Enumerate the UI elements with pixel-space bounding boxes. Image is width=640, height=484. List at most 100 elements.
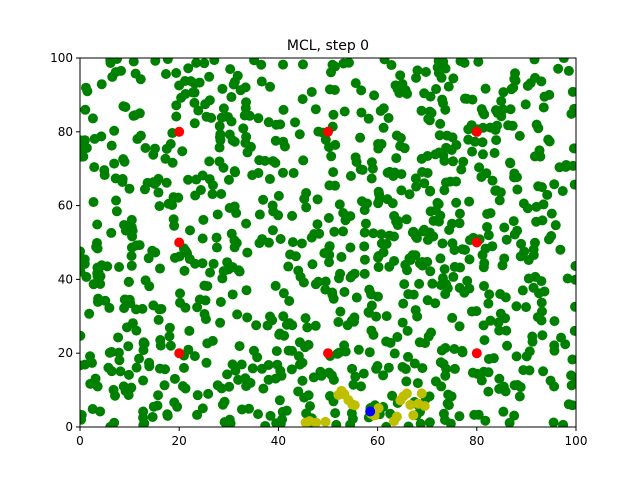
particle-point — [153, 173, 164, 184]
particle-point — [440, 370, 451, 381]
particle-point — [389, 231, 400, 242]
particle-point — [356, 196, 367, 207]
particle-point — [207, 189, 218, 200]
particle-point — [275, 119, 286, 130]
particle-point — [514, 391, 525, 402]
particle-point — [117, 174, 128, 185]
particle-point — [128, 58, 139, 67]
particle-point — [335, 268, 346, 279]
y-tick-label: 20 — [58, 346, 73, 360]
particle-point — [439, 264, 450, 275]
particle-point — [155, 335, 166, 346]
particle-point — [238, 123, 249, 134]
particle-point — [118, 381, 129, 392]
x-tick-label: 20 — [172, 434, 187, 448]
particle-point — [240, 82, 251, 93]
particle-point — [448, 271, 459, 282]
particle-point — [323, 212, 334, 223]
particle-point — [498, 87, 509, 98]
particle-point — [277, 167, 288, 178]
particle-point — [357, 164, 368, 175]
particle-point — [324, 257, 335, 268]
particle-point — [328, 167, 339, 178]
particle-point — [522, 203, 533, 214]
particle-point — [550, 220, 561, 231]
particle-point — [264, 174, 275, 185]
particle-point — [464, 283, 475, 294]
particle-point — [126, 260, 137, 271]
particle-point — [419, 178, 430, 189]
particle-point — [214, 121, 225, 132]
particle-point — [162, 58, 173, 65]
particle-point — [345, 171, 356, 181]
particle-point — [558, 419, 569, 427]
particle-point — [232, 70, 243, 81]
particle-point — [184, 325, 195, 336]
particle-point — [310, 104, 321, 115]
particle-point — [305, 401, 315, 412]
particle-point — [267, 225, 278, 236]
particle-point — [412, 378, 423, 389]
particle-point — [236, 359, 247, 370]
particle-point — [263, 237, 274, 248]
particle-point — [192, 409, 203, 420]
particle-point — [570, 301, 576, 312]
particle-point — [478, 366, 489, 377]
particle-point — [144, 358, 155, 369]
particle-point — [397, 79, 408, 90]
particle-point — [415, 418, 426, 427]
particle-point — [516, 238, 527, 249]
particle-point — [245, 141, 256, 152]
particle-point — [529, 58, 540, 65]
particle-point — [355, 132, 366, 143]
particle-point — [165, 138, 176, 149]
particle-point — [272, 359, 283, 370]
particle-point — [215, 317, 226, 328]
particle-point — [502, 340, 513, 351]
particles-layer — [80, 58, 576, 427]
particle-point — [144, 281, 155, 292]
particle-point — [214, 132, 225, 143]
particle-point — [128, 110, 139, 121]
particle-point — [478, 262, 489, 273]
particle-point — [425, 206, 436, 217]
particle-point — [200, 99, 211, 110]
particle-point — [381, 311, 392, 322]
particle-point — [412, 311, 423, 322]
particle-point — [178, 362, 189, 373]
particle-point — [268, 156, 279, 167]
particle-point — [519, 246, 530, 257]
particle-point — [160, 68, 171, 79]
particle-point — [440, 63, 451, 74]
particle-point — [265, 81, 276, 92]
particle-point — [190, 190, 201, 201]
particle-point — [364, 347, 375, 358]
particle-point — [168, 214, 179, 225]
particle-point — [339, 286, 350, 297]
particle-point — [205, 267, 216, 278]
particle-point — [114, 355, 125, 366]
particle-point — [447, 312, 458, 323]
particle-point — [441, 142, 452, 153]
particle-point — [539, 286, 550, 297]
particle-point — [485, 208, 496, 219]
particle-point — [514, 130, 525, 141]
particle-point — [244, 110, 255, 121]
particle-point — [454, 218, 465, 229]
particle-point — [171, 100, 182, 111]
particle-point — [494, 373, 505, 384]
particle-point — [345, 242, 356, 253]
particle-point — [497, 260, 508, 271]
particle-point — [401, 376, 412, 387]
particle-point — [294, 129, 305, 140]
particle-point — [247, 170, 258, 181]
particle-point — [489, 148, 500, 159]
particle-point — [467, 146, 478, 157]
particle-point — [324, 241, 335, 252]
particle-point — [330, 408, 341, 419]
particle-point — [251, 320, 262, 331]
particle-point — [253, 409, 264, 420]
particle-point — [124, 183, 135, 194]
particle-point — [153, 187, 164, 198]
particle-point — [181, 248, 192, 259]
